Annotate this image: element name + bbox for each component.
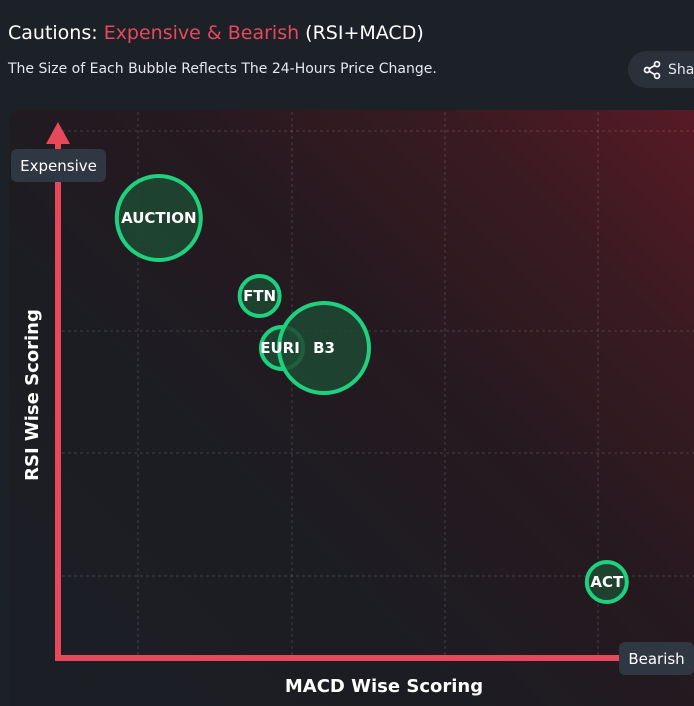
page-subtitle: The Size of Each Bubble Reflects The 24-… bbox=[8, 61, 437, 77]
bubble-label-act: ACT bbox=[590, 573, 624, 591]
y-end-label: Expensive bbox=[20, 157, 97, 175]
bubble-b3[interactable] bbox=[277, 301, 371, 395]
bubbles: AUCTION FTN EURI B3 ACT bbox=[114, 174, 629, 604]
y-end-pill: Expensive bbox=[11, 149, 106, 182]
share-label: Share bbox=[668, 61, 694, 78]
page-title: Cautions: Expensive & Bearish (RSI+MACD) bbox=[8, 22, 424, 44]
bubble-auction[interactable] bbox=[114, 174, 203, 262]
share-icon bbox=[643, 60, 661, 79]
share-button[interactable]: Share bbox=[628, 51, 694, 88]
bubble-label-ftn: FTN bbox=[243, 287, 276, 305]
title-accent: Expensive & Bearish bbox=[103, 22, 300, 44]
title-suffix: (RSI+MACD) bbox=[299, 22, 424, 44]
bubble-ftn[interactable] bbox=[237, 274, 282, 318]
x-end-label: Bearish bbox=[628, 650, 684, 668]
x-end-pill: Bearish bbox=[619, 642, 694, 675]
axes: Expensive Bearish MACD Wise Scoring RSI … bbox=[11, 122, 694, 697]
title-prefix: Cautions: bbox=[8, 22, 104, 44]
y-axis-arrow bbox=[46, 122, 70, 144]
bubble-label-auction: AUCTION bbox=[121, 209, 196, 227]
x-axis-label: MACD Wise Scoring bbox=[285, 676, 483, 697]
bubble-label-euri: EURI bbox=[260, 339, 300, 357]
bubble-act[interactable] bbox=[584, 560, 629, 604]
bubble-label-b3: B3 bbox=[313, 339, 335, 357]
y-axis-label: RSI Wise Scoring bbox=[22, 309, 43, 481]
